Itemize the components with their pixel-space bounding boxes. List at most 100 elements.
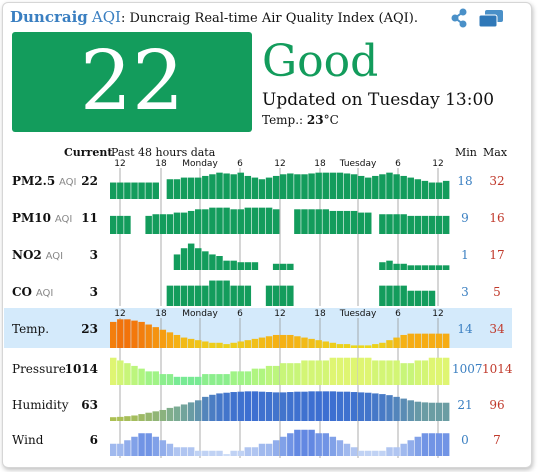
chart-bar <box>223 392 230 421</box>
row-min-value[interactable]: 9 <box>461 211 469 225</box>
chart-bar <box>421 180 429 199</box>
row-max-value[interactable]: 32 <box>489 174 505 188</box>
chart-bar <box>379 360 386 385</box>
row-min-value[interactable]: 14 <box>457 322 473 336</box>
chart-bar <box>195 340 202 348</box>
row-label: NO2 AQI <box>12 248 63 262</box>
updated-time: Updated on Tuesday 13:00 <box>262 90 495 110</box>
row-min-value[interactable]: 1 <box>461 248 469 262</box>
chart-bar <box>117 182 124 199</box>
chart-bar <box>237 450 244 456</box>
widget-header: Duncraig AQI: Duncraig Real-time Air Qua… <box>10 8 418 26</box>
chart-bar <box>442 215 450 234</box>
chart-bar <box>315 433 322 456</box>
chart-bar <box>131 365 138 385</box>
row-max-value[interactable]: 1014 <box>482 362 513 376</box>
chart-bar <box>343 173 351 199</box>
chart-bar <box>421 360 429 385</box>
chart-bar <box>152 327 159 348</box>
chart-bar <box>322 391 329 421</box>
chart-bar <box>435 357 443 385</box>
windows-icon[interactable] <box>478 9 504 29</box>
chart-bar <box>258 179 266 199</box>
chart-bar <box>329 342 337 348</box>
chart-bar <box>265 177 273 199</box>
chart-bar <box>428 215 436 234</box>
mid-tick-label: 18 <box>314 309 326 319</box>
chart-bar <box>272 175 280 199</box>
aqi-link[interactable]: AQI <box>91 8 121 26</box>
row-max-value[interactable]: 96 <box>489 398 505 412</box>
chart-bar <box>357 392 365 421</box>
chart-bar <box>272 392 280 421</box>
chart-bar <box>265 336 273 348</box>
chart-bar <box>173 447 181 456</box>
chart-bar <box>216 256 223 270</box>
chart-bar <box>244 340 252 348</box>
chart-bar <box>265 285 273 306</box>
chart-bar <box>244 285 252 306</box>
chart-bar <box>350 447 358 456</box>
chart-bar <box>421 265 429 270</box>
chart-bar <box>251 368 259 385</box>
chart-bar <box>301 360 308 385</box>
chart-bar <box>379 450 386 456</box>
min-header: Min <box>455 146 477 159</box>
chart-bar <box>230 450 237 456</box>
chart-bar <box>124 215 131 234</box>
row-min-value[interactable]: 0 <box>461 433 469 447</box>
chart-bar <box>294 336 301 348</box>
row-max-value[interactable]: 7 <box>493 433 501 447</box>
mid-tick-label: 6 <box>395 309 401 319</box>
chart-bar <box>138 433 145 456</box>
chart-bar <box>386 172 393 199</box>
row-min-value[interactable]: 21 <box>457 398 473 412</box>
chart-bar <box>414 436 422 456</box>
chart-bar <box>280 363 287 385</box>
chart-bar <box>216 280 223 306</box>
chart-bar <box>301 174 308 199</box>
chart-bar <box>230 392 237 421</box>
chart-bar <box>216 207 223 234</box>
chart-bar <box>223 374 230 385</box>
chart-bar <box>308 338 315 348</box>
row-label-sub: AQI <box>59 177 77 188</box>
chart-bar <box>393 174 400 199</box>
chart-bar <box>145 182 152 199</box>
chart-bar <box>230 371 237 385</box>
row-min-value[interactable]: 3 <box>461 285 469 299</box>
row-min-value[interactable]: 1007 <box>452 362 483 376</box>
row-max-value[interactable]: 17 <box>489 248 505 262</box>
chart-bar <box>329 436 337 456</box>
chart-bar <box>435 433 443 456</box>
chart-bar <box>166 407 174 421</box>
row-label: Humidity <box>12 398 69 412</box>
chart-bar <box>386 360 393 385</box>
chart-bar <box>365 345 372 348</box>
chart-bar <box>187 243 195 270</box>
top-tick-label: 12 <box>432 159 443 169</box>
chart-bar <box>223 173 230 199</box>
chart-bar <box>435 215 443 234</box>
row-max-value[interactable]: 5 <box>493 285 501 299</box>
chart-bar <box>124 363 131 385</box>
row-min-value[interactable]: 18 <box>457 174 473 188</box>
chart-bar <box>393 263 400 270</box>
chart-bar <box>407 440 414 456</box>
city-link[interactable]: Duncraig <box>10 8 88 26</box>
share-icon[interactable] <box>450 8 468 28</box>
chart-bar <box>322 172 329 199</box>
chart-bar <box>386 285 393 306</box>
row-max-value[interactable]: 16 <box>489 211 505 225</box>
chart-bar <box>287 334 294 348</box>
top-tick-label: 6 <box>237 159 243 169</box>
row-max-value[interactable]: 34 <box>489 322 505 336</box>
chart-bar <box>237 391 244 421</box>
chart-bar <box>301 337 308 348</box>
chart-bar <box>294 174 301 199</box>
chart-bar <box>421 433 429 456</box>
chart-bar <box>244 391 252 421</box>
chart-bar <box>357 175 365 199</box>
chart-bar <box>435 265 443 270</box>
chart-bar <box>159 214 167 234</box>
